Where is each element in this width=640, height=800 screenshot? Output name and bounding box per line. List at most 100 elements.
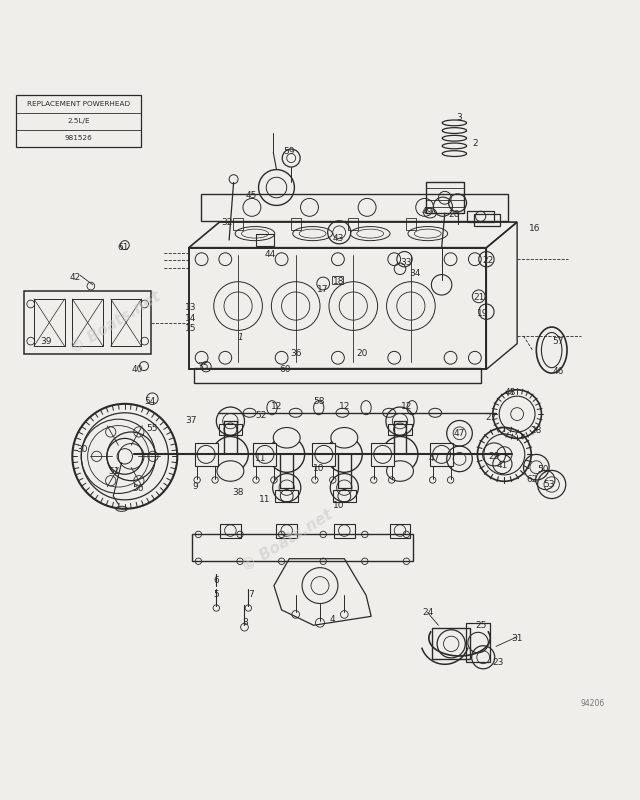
- Text: 23: 23: [492, 658, 504, 667]
- Text: 4: 4: [330, 615, 335, 624]
- Text: 37: 37: [185, 416, 196, 425]
- Text: 27: 27: [486, 414, 497, 422]
- Bar: [474, 214, 500, 226]
- Text: 60: 60: [279, 365, 291, 374]
- Text: 30: 30: [76, 446, 88, 454]
- Text: 38: 38: [232, 488, 244, 498]
- Text: 18: 18: [333, 277, 345, 286]
- Text: 62: 62: [527, 475, 538, 485]
- Text: 54: 54: [145, 397, 156, 406]
- Text: 28: 28: [531, 426, 542, 434]
- Bar: [371, 443, 394, 466]
- Text: 44: 44: [264, 250, 276, 258]
- Text: 53: 53: [543, 480, 555, 489]
- Text: 39: 39: [40, 337, 52, 346]
- Text: 26: 26: [449, 210, 460, 219]
- Text: 49: 49: [422, 206, 433, 216]
- Bar: [467, 210, 494, 222]
- Text: 34: 34: [409, 269, 420, 278]
- Text: 19: 19: [477, 309, 489, 318]
- Bar: [195, 443, 218, 466]
- Bar: [291, 218, 301, 230]
- Text: 42: 42: [70, 273, 81, 282]
- Text: 41: 41: [497, 461, 508, 470]
- Text: 58: 58: [313, 397, 324, 406]
- Text: 47: 47: [454, 429, 465, 438]
- Bar: [334, 523, 355, 538]
- Bar: [332, 276, 343, 283]
- Bar: [333, 490, 356, 502]
- Bar: [390, 523, 410, 538]
- Text: 61: 61: [117, 243, 129, 252]
- Text: 1: 1: [237, 333, 243, 342]
- Text: 13: 13: [185, 302, 196, 312]
- Text: 11: 11: [255, 454, 267, 463]
- Bar: [16, 94, 141, 147]
- Text: 51: 51: [108, 467, 120, 476]
- Bar: [275, 490, 298, 502]
- Bar: [406, 218, 416, 230]
- Ellipse shape: [331, 427, 358, 448]
- Text: 45: 45: [245, 190, 257, 200]
- Text: 55: 55: [147, 424, 158, 434]
- Text: 15: 15: [185, 324, 196, 333]
- Ellipse shape: [273, 427, 300, 448]
- Text: REPLACEMENT POWERHEAD: REPLACEMENT POWERHEAD: [27, 101, 130, 106]
- Text: 48: 48: [505, 388, 516, 397]
- Bar: [233, 218, 243, 230]
- Text: 12: 12: [401, 402, 412, 411]
- Text: 24: 24: [422, 608, 433, 617]
- Text: 21: 21: [473, 293, 484, 302]
- Text: 57: 57: [552, 337, 564, 346]
- Ellipse shape: [361, 401, 371, 414]
- Bar: [466, 622, 490, 662]
- Text: 32: 32: [221, 218, 233, 226]
- Text: 50: 50: [537, 465, 548, 474]
- Bar: [256, 234, 274, 246]
- Text: 2: 2: [472, 139, 477, 148]
- Text: 47: 47: [428, 454, 440, 463]
- Text: © Boats.net: © Boats.net: [240, 507, 336, 574]
- Text: 40: 40: [132, 365, 143, 374]
- Bar: [312, 443, 335, 466]
- Text: 22: 22: [482, 256, 493, 265]
- Text: 59: 59: [284, 147, 295, 156]
- Text: 2.5L/E: 2.5L/E: [67, 118, 90, 124]
- Text: © Boats.net: © Boats.net: [67, 290, 163, 357]
- Bar: [276, 523, 297, 538]
- Text: 29: 29: [488, 452, 500, 461]
- Bar: [430, 443, 453, 466]
- Ellipse shape: [314, 401, 324, 414]
- Text: 12: 12: [271, 402, 282, 411]
- Ellipse shape: [217, 461, 244, 482]
- Text: 36: 36: [290, 350, 301, 358]
- Bar: [220, 523, 241, 538]
- Text: 33: 33: [401, 258, 412, 267]
- Ellipse shape: [407, 401, 417, 414]
- Text: 9: 9: [193, 482, 198, 491]
- Bar: [388, 424, 412, 435]
- Text: 8: 8: [243, 618, 248, 626]
- Text: 56: 56: [132, 484, 143, 493]
- Text: 52: 52: [255, 411, 267, 421]
- Text: 12: 12: [339, 402, 350, 411]
- Text: 10: 10: [333, 501, 345, 510]
- Text: 7: 7: [248, 590, 253, 599]
- Text: 31: 31: [511, 634, 523, 642]
- Bar: [34, 299, 65, 346]
- Text: 14: 14: [185, 314, 196, 322]
- Text: 17: 17: [317, 286, 329, 294]
- Text: 46: 46: [552, 366, 564, 376]
- Bar: [348, 218, 358, 230]
- Text: 25: 25: [476, 621, 487, 630]
- Ellipse shape: [387, 461, 413, 482]
- Text: 43: 43: [332, 234, 344, 243]
- Text: 94206: 94206: [580, 699, 605, 709]
- Bar: [219, 424, 242, 435]
- Text: 10: 10: [313, 464, 324, 473]
- Text: 16: 16: [529, 224, 540, 233]
- Text: 11: 11: [259, 494, 270, 504]
- Bar: [432, 629, 470, 659]
- Bar: [201, 194, 508, 221]
- Text: 5: 5: [214, 590, 219, 599]
